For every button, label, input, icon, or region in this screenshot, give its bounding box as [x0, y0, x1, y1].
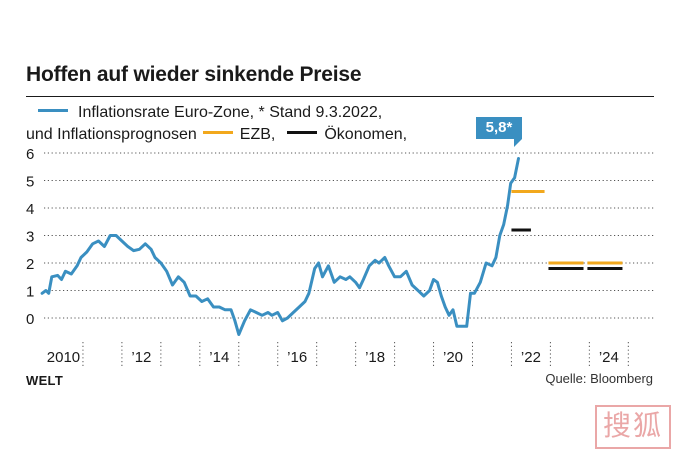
chart-title: Hoffen auf wieder sinkende Preise: [26, 63, 362, 86]
y-tick-label-5: 5: [26, 174, 34, 191]
legend-label-inflation: Inflationsrate Euro-Zone, * Stand 9.3.20…: [78, 104, 383, 121]
x-tick-label-14: ’14: [209, 349, 229, 366]
y-tick-label-0: 0: [26, 311, 34, 328]
x-tick-label-20: ’20: [443, 349, 463, 366]
x-tick-label-24: ’24: [599, 349, 619, 366]
welt-logo: WELT: [26, 373, 64, 388]
callout-pointer: [514, 139, 522, 147]
x-tick-label-16: ’16: [287, 349, 307, 366]
x-tick-label-2010: 2010: [47, 349, 80, 366]
x-tick-label-12: ’12: [131, 349, 151, 366]
y-tick-label-6: 6: [26, 146, 34, 163]
legend-row-1: Inflationsrate Euro-Zone, * Stand 9.3.20…: [26, 104, 382, 122]
legend-label-oekonomen: Ökonomen,: [324, 126, 408, 143]
legend-swatch-inflation: [38, 109, 68, 113]
y-tick-label-2: 2: [26, 256, 34, 273]
x-tick-label-22: ’22: [521, 349, 541, 366]
legend-row-2: und Inflationsprognosen EZB, Ökonomen,: [26, 126, 407, 144]
legend-swatch-oekonomen: [287, 131, 318, 135]
y-tick-label-4: 4: [26, 201, 34, 218]
sohu-watermark-stamp: 搜狐: [595, 405, 671, 449]
title-divider: [26, 96, 654, 97]
x-tick-label-18: ’18: [365, 349, 385, 366]
inflation-line: [40, 157, 520, 336]
legend-swatch-ezb: [202, 131, 233, 135]
source-note: Quelle: Bloomberg: [545, 371, 653, 386]
y-tick-label-3: 3: [26, 229, 34, 246]
latest-value-callout: 5,8*: [476, 117, 522, 139]
y-tick-label-1: 1: [26, 284, 34, 301]
legend-label-prognosen: und Inflationsprognosen: [26, 126, 197, 143]
legend-label-ezb: EZB,: [239, 126, 276, 143]
